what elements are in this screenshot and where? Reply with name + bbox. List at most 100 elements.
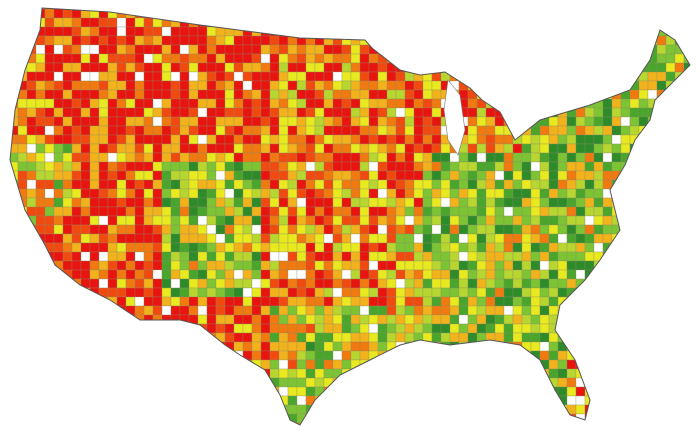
- county: [71, 242, 82, 253]
- county: [350, 242, 361, 253]
- county: [71, 404, 82, 415]
- county: [296, 116, 307, 127]
- county: [575, 188, 586, 199]
- county: [359, 395, 370, 406]
- county: [467, 386, 478, 397]
- county: [422, 26, 433, 37]
- county: [107, 377, 118, 388]
- county: [539, 8, 550, 10]
- county: [242, 98, 253, 109]
- county: [638, 314, 649, 325]
- county: [206, 386, 217, 397]
- county: [503, 215, 514, 226]
- county: [170, 359, 181, 370]
- county: [261, 432, 270, 440]
- county: [593, 287, 604, 298]
- county: [647, 98, 658, 109]
- county: [584, 80, 595, 91]
- county: [0, 396, 9, 405]
- county: [233, 143, 244, 154]
- county: [584, 359, 595, 370]
- county: [638, 17, 649, 28]
- county: [557, 8, 568, 10]
- county: [98, 224, 109, 235]
- county: [269, 71, 280, 82]
- county: [495, 432, 504, 440]
- county: [584, 116, 595, 127]
- county: [485, 107, 496, 118]
- county: [350, 395, 361, 406]
- county: [593, 134, 604, 145]
- county: [404, 89, 415, 100]
- county: [467, 377, 478, 388]
- county: [170, 53, 181, 64]
- county: [152, 224, 163, 235]
- county: [215, 233, 226, 244]
- county: [269, 35, 280, 46]
- county: [332, 422, 343, 425]
- county: [80, 26, 91, 37]
- county: [494, 161, 505, 172]
- county: [683, 152, 690, 163]
- county: [629, 395, 640, 406]
- county: [377, 377, 388, 388]
- county: [251, 422, 262, 425]
- county: [134, 134, 145, 145]
- county: [134, 26, 145, 37]
- county: [98, 197, 109, 208]
- county: [350, 386, 361, 397]
- county: [693, 351, 700, 360]
- county: [467, 404, 478, 415]
- county: [0, 18, 9, 27]
- county: [585, 432, 594, 440]
- county: [413, 251, 424, 262]
- county: [80, 71, 91, 82]
- county: [80, 89, 91, 100]
- county: [98, 116, 109, 127]
- county: [377, 188, 388, 199]
- county: [539, 17, 550, 28]
- county: [98, 323, 109, 334]
- county: [548, 179, 559, 190]
- county: [161, 62, 172, 73]
- county: [224, 188, 235, 199]
- county: [665, 17, 676, 28]
- county: [656, 323, 667, 334]
- county: [620, 242, 631, 253]
- county: [413, 17, 424, 28]
- county: [503, 413, 514, 424]
- county: [323, 224, 334, 235]
- county: [233, 26, 244, 37]
- county: [594, 432, 603, 440]
- county: [62, 404, 73, 415]
- county: [584, 107, 595, 118]
- county: [44, 197, 55, 208]
- county: [476, 134, 487, 145]
- county: [80, 332, 91, 343]
- county: [629, 260, 640, 271]
- county: [629, 17, 640, 28]
- county: [566, 143, 577, 154]
- county: [693, 135, 700, 144]
- county: [26, 386, 37, 397]
- county: [188, 332, 199, 343]
- county: [197, 8, 208, 19]
- county: [647, 287, 658, 298]
- county: [278, 179, 289, 190]
- county: [377, 170, 388, 181]
- county: [80, 314, 91, 325]
- county: [440, 62, 451, 73]
- county: [0, 306, 9, 315]
- county: [341, 188, 352, 199]
- county: [638, 8, 649, 10]
- county: [89, 314, 100, 325]
- county: [368, 359, 379, 370]
- county: [9, 432, 18, 440]
- county: [539, 422, 550, 425]
- county: [125, 269, 136, 280]
- county: [467, 8, 478, 19]
- county: [584, 53, 595, 64]
- county: [72, 432, 81, 440]
- county: [233, 278, 244, 289]
- county: [332, 107, 343, 118]
